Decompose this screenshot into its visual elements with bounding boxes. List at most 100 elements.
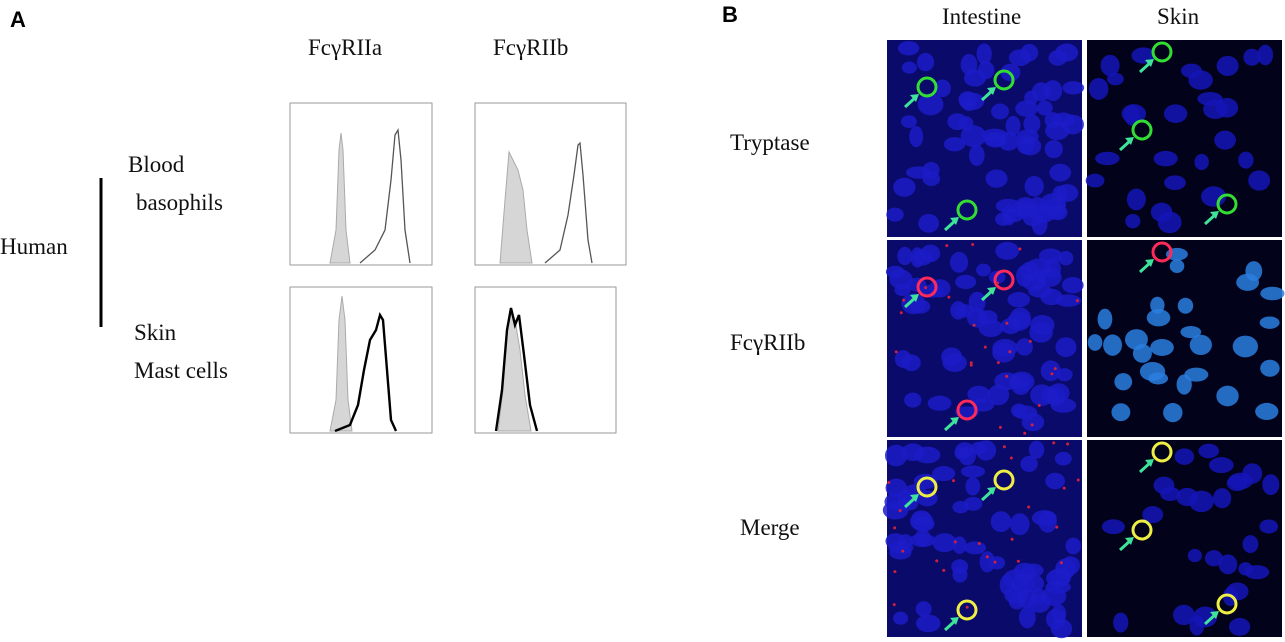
nucleus (1189, 334, 1212, 356)
nucleus (947, 113, 968, 131)
nucleus (1226, 582, 1249, 601)
nucleus (1051, 604, 1067, 624)
stained-cell (1131, 119, 1153, 141)
nucleus (916, 52, 935, 72)
arrow-head (950, 417, 959, 425)
nucleus (901, 354, 921, 372)
nucleus (1055, 43, 1079, 62)
red-granule (1008, 350, 1012, 354)
red-granule (969, 361, 973, 365)
red-granule (894, 350, 898, 354)
nucleus (1114, 373, 1133, 391)
stained-cell (1216, 593, 1238, 615)
nucleus (964, 541, 987, 555)
red-granule (1016, 559, 1020, 563)
nucleus (976, 43, 992, 65)
panel-b: B Intestine Skin Tryptase FcγRIIb Merge (722, 2, 1285, 639)
red-granule (942, 568, 946, 572)
nucleus (1164, 175, 1186, 191)
nucleus (1050, 619, 1073, 639)
red-granule (947, 295, 951, 299)
nucleus (1259, 316, 1280, 329)
nucleus (889, 269, 913, 290)
nucleus (1103, 334, 1123, 356)
nucleus (979, 551, 996, 573)
nucleus (909, 125, 924, 148)
nucleus (909, 512, 934, 531)
nucleus (1188, 70, 1213, 90)
arrow-head (987, 287, 996, 295)
nucleus (1121, 104, 1147, 124)
nucleus (1260, 359, 1280, 377)
nucleus (1248, 170, 1271, 191)
nucleus (1126, 188, 1146, 211)
nucleus (1020, 455, 1038, 472)
nucleus (977, 61, 995, 80)
stained-cell (956, 399, 978, 421)
nucleus (952, 500, 969, 514)
red-granule (998, 425, 1002, 429)
row-label: Merge (740, 515, 800, 540)
row-label: Skin (134, 320, 177, 345)
isotype-histogram (329, 132, 351, 264)
nucleus (1188, 490, 1214, 513)
red-granule (901, 549, 905, 553)
nucleus (1023, 114, 1041, 134)
nucleus (885, 478, 908, 498)
nucleus (897, 246, 913, 266)
nucleus (915, 614, 941, 633)
nucleus (1163, 104, 1188, 123)
nucleus (1174, 448, 1195, 465)
nucleus (1216, 385, 1239, 407)
red-granule (924, 286, 928, 290)
red-granule (985, 555, 989, 559)
nucleus (1177, 297, 1194, 314)
nucleus (1018, 606, 1036, 629)
stain-histogram (544, 141, 593, 264)
nucleus (1041, 386, 1059, 405)
nucleus (1146, 309, 1171, 327)
nucleus (1043, 80, 1063, 102)
nucleus (1262, 474, 1280, 496)
nucleus (934, 79, 951, 98)
isotype-histogram (499, 150, 533, 264)
nucleus (897, 41, 920, 56)
stained-cell (1131, 519, 1153, 541)
nucleus (1259, 519, 1279, 534)
stained-cell (1151, 241, 1173, 263)
nucleus (894, 283, 911, 297)
nucleus (995, 241, 1020, 260)
red-granule (1062, 486, 1066, 490)
nucleus (886, 207, 904, 222)
nucleus (976, 263, 991, 277)
nucleus (1139, 361, 1166, 382)
nucleus (1189, 615, 1205, 636)
arrow-head (950, 217, 959, 225)
panel-label: A (10, 7, 26, 32)
nucleus (988, 270, 1006, 284)
red-granule (1053, 367, 1057, 371)
nucleus (1031, 213, 1048, 235)
red-granule (951, 479, 955, 483)
column-header: Skin (1157, 4, 1200, 29)
nucleus (889, 545, 912, 560)
nucleus (885, 533, 906, 550)
nucleus (904, 392, 922, 408)
nucleus (960, 53, 978, 76)
nucleus (917, 93, 944, 116)
nucleus (1024, 175, 1044, 197)
nucleus (1198, 443, 1220, 459)
nucleus (1045, 472, 1065, 490)
nucleus (1055, 337, 1077, 358)
nucleus (992, 342, 1016, 363)
stain-histogram (359, 127, 411, 264)
nucleus (932, 533, 957, 553)
nucleus (893, 611, 909, 625)
nucleus (1132, 344, 1152, 363)
nucleus (1238, 151, 1254, 169)
nucleus (1111, 403, 1131, 422)
red-granule (1005, 374, 1009, 378)
red-granule (996, 361, 1000, 365)
nucleus (1054, 451, 1072, 466)
arrow-head (1145, 59, 1154, 67)
